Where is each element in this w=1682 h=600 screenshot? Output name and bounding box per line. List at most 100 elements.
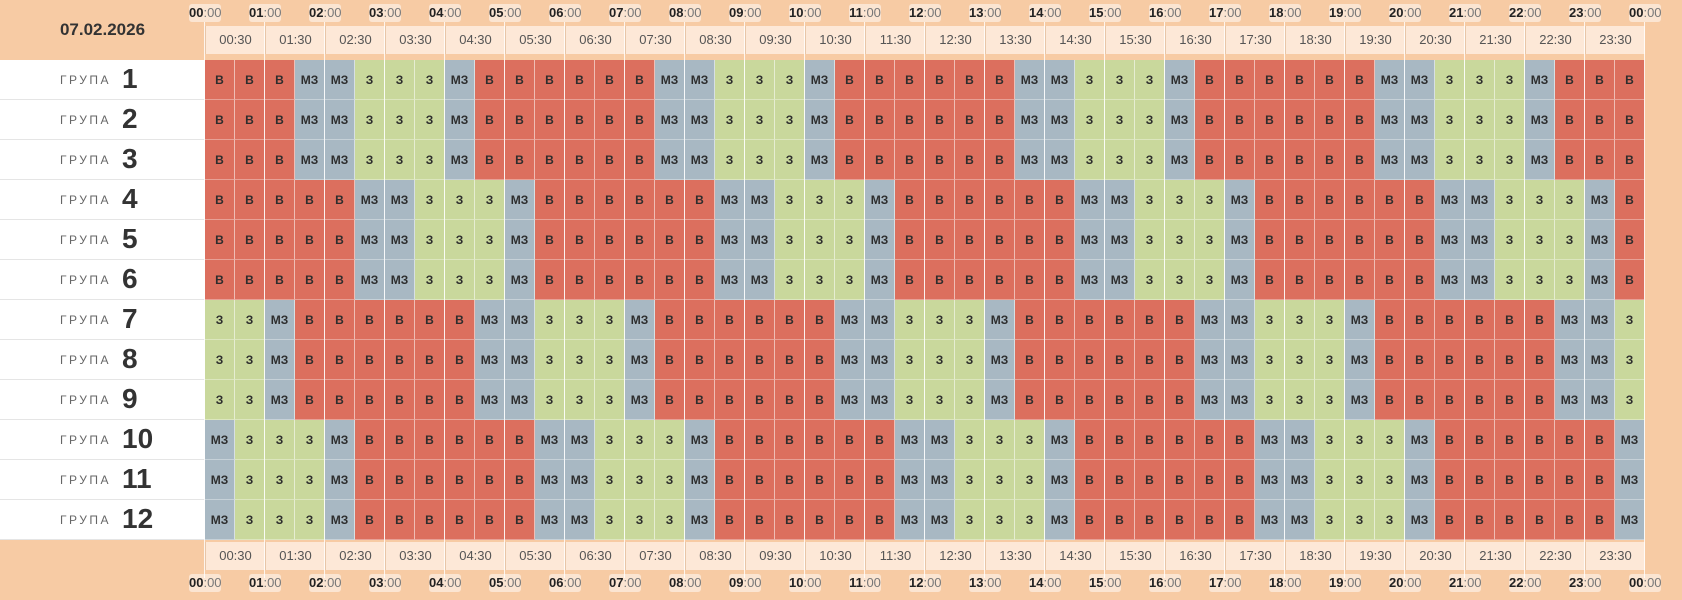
schedule-cell[interactable]: В [1135, 460, 1165, 500]
schedule-cell[interactable]: З [595, 340, 625, 380]
schedule-cell[interactable]: МЗ [535, 500, 565, 540]
schedule-cell[interactable]: МЗ [625, 380, 655, 420]
schedule-cell[interactable]: В [1405, 340, 1435, 380]
schedule-cell[interactable]: МЗ [535, 460, 565, 500]
schedule-cell[interactable]: В [1195, 100, 1225, 140]
schedule-cell[interactable]: З [895, 380, 925, 420]
schedule-cell[interactable]: МЗ [835, 300, 865, 340]
schedule-cell[interactable]: З [415, 100, 445, 140]
schedule-cell[interactable]: В [385, 300, 415, 340]
schedule-cell[interactable]: В [355, 420, 385, 460]
schedule-cell[interactable]: МЗ [205, 420, 235, 460]
schedule-cell[interactable]: З [385, 60, 415, 100]
schedule-cell[interactable]: З [595, 460, 625, 500]
schedule-cell[interactable]: В [625, 100, 655, 140]
schedule-cell[interactable]: З [1435, 140, 1465, 180]
schedule-cell[interactable]: В [775, 380, 805, 420]
schedule-cell[interactable]: В [1075, 460, 1105, 500]
schedule-cell[interactable]: В [1555, 420, 1585, 460]
schedule-cell[interactable]: МЗ [1465, 180, 1495, 220]
schedule-cell[interactable]: МЗ [1405, 140, 1435, 180]
schedule-cell[interactable]: З [1075, 100, 1105, 140]
schedule-cell[interactable]: МЗ [625, 300, 655, 340]
schedule-cell[interactable]: В [265, 100, 295, 140]
schedule-cell[interactable]: З [1135, 60, 1165, 100]
schedule-cell[interactable]: З [1375, 500, 1405, 540]
schedule-cell[interactable]: В [895, 220, 925, 260]
schedule-cell[interactable]: З [925, 380, 955, 420]
schedule-cell[interactable]: МЗ [1615, 460, 1645, 500]
schedule-cell[interactable]: МЗ [1105, 180, 1135, 220]
schedule-cell[interactable]: З [235, 500, 265, 540]
schedule-cell[interactable]: З [1615, 300, 1645, 340]
schedule-cell[interactable]: З [1465, 60, 1495, 100]
schedule-cell[interactable]: МЗ [865, 260, 895, 300]
schedule-cell[interactable]: З [1315, 420, 1345, 460]
schedule-cell[interactable]: В [1015, 340, 1045, 380]
schedule-cell[interactable]: В [685, 180, 715, 220]
schedule-cell[interactable]: МЗ [325, 60, 355, 100]
schedule-cell[interactable]: В [1105, 420, 1135, 460]
schedule-cell[interactable]: З [1015, 500, 1045, 540]
schedule-cell[interactable]: В [1465, 420, 1495, 460]
schedule-cell[interactable]: В [385, 500, 415, 540]
schedule-cell[interactable]: МЗ [1195, 380, 1225, 420]
schedule-cell[interactable]: МЗ [655, 140, 685, 180]
schedule-cell[interactable]: В [1015, 380, 1045, 420]
schedule-cell[interactable]: МЗ [475, 380, 505, 420]
schedule-cell[interactable]: В [1045, 180, 1075, 220]
schedule-cell[interactable]: В [1615, 180, 1645, 220]
schedule-cell[interactable]: З [1495, 220, 1525, 260]
schedule-cell[interactable]: З [565, 380, 595, 420]
schedule-cell[interactable]: В [895, 100, 925, 140]
schedule-cell[interactable]: З [1135, 180, 1165, 220]
schedule-cell[interactable]: З [475, 260, 505, 300]
schedule-cell[interactable]: МЗ [1225, 220, 1255, 260]
schedule-cell[interactable]: В [805, 380, 835, 420]
schedule-cell[interactable]: МЗ [505, 220, 535, 260]
schedule-cell[interactable]: З [1105, 60, 1135, 100]
schedule-cell[interactable]: З [805, 260, 835, 300]
schedule-cell[interactable]: В [865, 420, 895, 460]
schedule-cell[interactable]: В [1615, 140, 1645, 180]
schedule-cell[interactable]: В [865, 140, 895, 180]
schedule-cell[interactable]: З [1465, 100, 1495, 140]
schedule-cell[interactable]: МЗ [325, 460, 355, 500]
schedule-cell[interactable]: МЗ [1585, 180, 1615, 220]
schedule-cell[interactable]: З [1315, 300, 1345, 340]
schedule-cell[interactable]: В [745, 500, 775, 540]
schedule-cell[interactable]: В [475, 100, 505, 140]
schedule-cell[interactable]: МЗ [1045, 500, 1075, 540]
schedule-cell[interactable]: МЗ [565, 500, 595, 540]
schedule-cell[interactable]: МЗ [565, 420, 595, 460]
schedule-cell[interactable]: В [565, 220, 595, 260]
schedule-cell[interactable]: З [535, 340, 565, 380]
schedule-cell[interactable]: З [1345, 420, 1375, 460]
schedule-cell[interactable]: В [655, 180, 685, 220]
schedule-cell[interactable]: В [325, 180, 355, 220]
schedule-cell[interactable]: В [1045, 380, 1075, 420]
schedule-cell[interactable]: В [385, 420, 415, 460]
schedule-cell[interactable]: В [265, 60, 295, 100]
schedule-cell[interactable]: З [955, 420, 985, 460]
schedule-cell[interactable]: МЗ [1525, 60, 1555, 100]
schedule-cell[interactable]: МЗ [1525, 100, 1555, 140]
schedule-cell[interactable]: З [355, 60, 385, 100]
schedule-cell[interactable]: В [1225, 100, 1255, 140]
schedule-cell[interactable]: В [625, 260, 655, 300]
schedule-cell[interactable]: МЗ [1285, 460, 1315, 500]
schedule-cell[interactable]: З [1255, 340, 1285, 380]
schedule-cell[interactable]: В [325, 260, 355, 300]
schedule-cell[interactable]: МЗ [1045, 60, 1075, 100]
schedule-cell[interactable]: В [1525, 420, 1555, 460]
schedule-cell[interactable]: В [715, 420, 745, 460]
schedule-cell[interactable]: З [565, 340, 595, 380]
schedule-cell[interactable]: З [1015, 460, 1045, 500]
schedule-cell[interactable]: В [805, 500, 835, 540]
schedule-cell[interactable]: МЗ [385, 180, 415, 220]
schedule-cell[interactable]: З [1135, 100, 1165, 140]
schedule-cell[interactable]: З [835, 180, 865, 220]
schedule-cell[interactable]: З [1135, 140, 1165, 180]
schedule-cell[interactable]: В [235, 100, 265, 140]
schedule-cell[interactable]: З [295, 420, 325, 460]
